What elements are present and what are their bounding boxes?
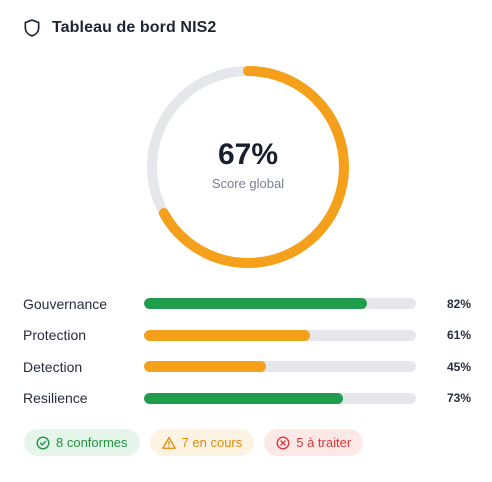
score-gauge: 67% Score global: [146, 65, 350, 269]
progress-track: [144, 361, 416, 373]
domain-percent: 45%: [446, 359, 471, 374]
domain-percent: 73%: [446, 391, 471, 406]
check-circle-icon: [36, 436, 50, 450]
progress-fill: [144, 298, 368, 310]
progress-track: [144, 298, 416, 310]
domain-percent: 61%: [446, 328, 471, 343]
badge-label: 8 conformes: [56, 435, 128, 450]
conformes-badge[interactable]: 8 conformes: [24, 429, 140, 456]
domain-label: Protection: [23, 327, 87, 344]
shield-icon: [22, 18, 42, 38]
gauge-ring: [147, 66, 349, 268]
a-traiter-badge[interactable]: 5 à traiter: [264, 429, 364, 456]
badge-label: 5 à traiter: [296, 435, 352, 450]
score-value: 67%: [217, 137, 279, 171]
x-circle-icon: [276, 436, 290, 450]
warning-triangle-icon: [161, 436, 176, 450]
status-badges: 8 conformes 7 en cours 5 à traiter: [24, 429, 364, 456]
score-label: Score global: [211, 175, 285, 191]
domain-row-gouvernance: Gouvernance 82%: [23, 288, 475, 320]
domain-row-resilience: Resilience 73%: [23, 383, 475, 415]
domain-label: Gouvernance: [23, 295, 108, 312]
domain-percent: 82%: [446, 296, 471, 311]
progress-fill: [144, 361, 267, 373]
en-cours-badge[interactable]: 7 en cours: [149, 429, 255, 456]
progress-track: [144, 392, 416, 404]
domain-row-detection: Detection 45%: [23, 351, 475, 383]
progress-track: [144, 329, 416, 341]
progress-fill: [144, 329, 310, 341]
domain-row-protection: Protection 61%: [23, 320, 475, 352]
gauge-progress-arc: [147, 66, 349, 268]
badge-label: 7 en cours: [181, 435, 243, 450]
page-title: Tableau de bord NIS2: [52, 19, 217, 36]
domain-label: Detection: [23, 358, 83, 375]
dashboard-header: Tableau de bord NIS2: [22, 18, 216, 38]
progress-fill: [144, 392, 343, 404]
domain-label: Resilience: [23, 390, 88, 407]
domain-scores: Gouvernance 82% Protection 61% Detection…: [23, 288, 475, 414]
